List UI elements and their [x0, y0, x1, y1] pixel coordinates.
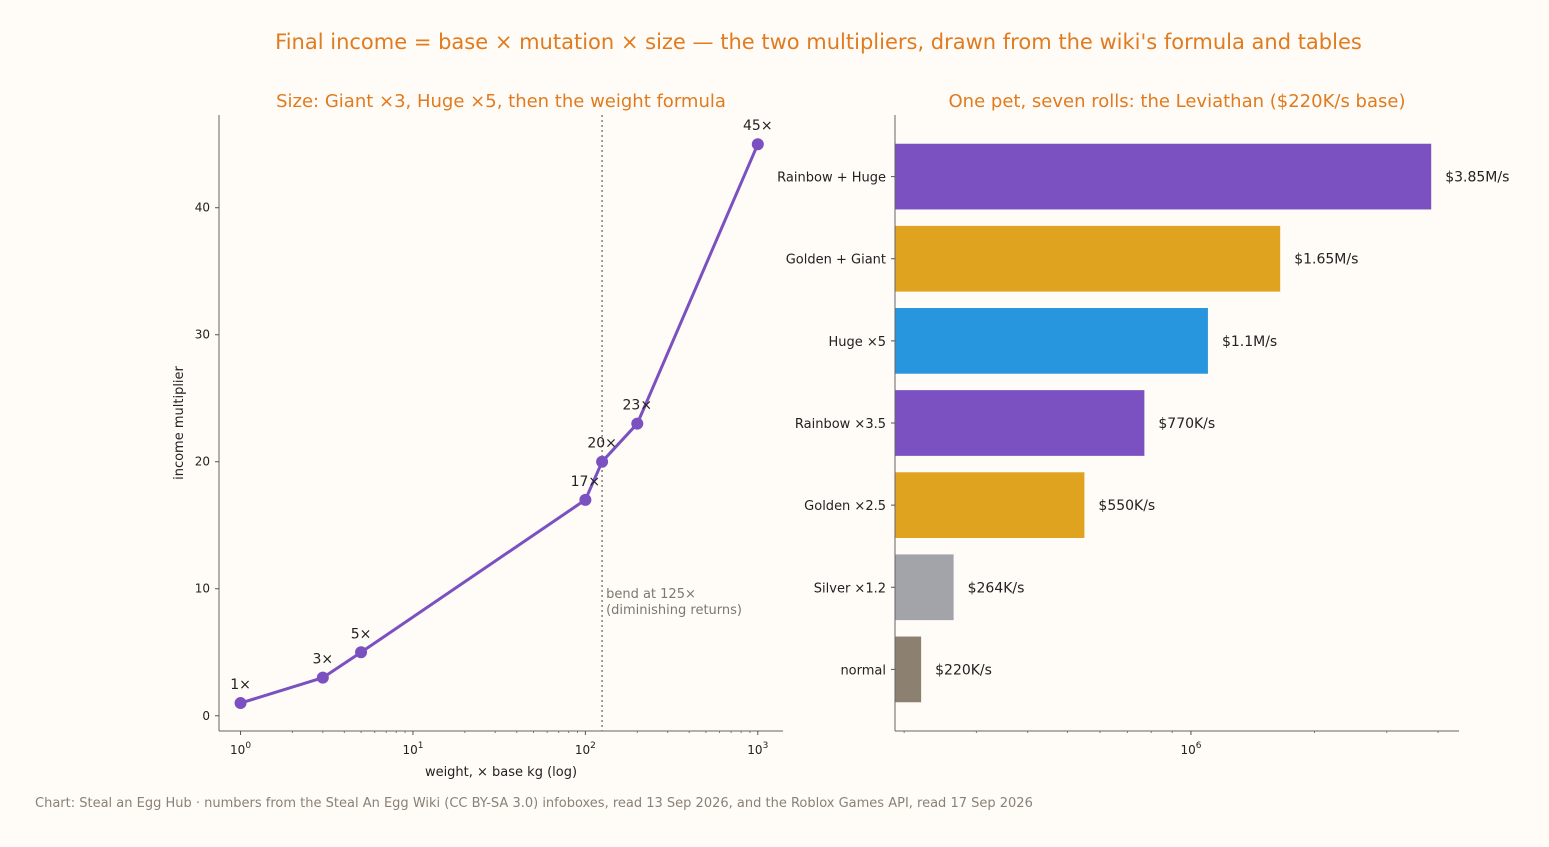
- bar-value-label: $3.85M/s: [1445, 170, 1509, 186]
- bar-value-label: $1.65M/s: [1294, 252, 1358, 268]
- category-label: Golden ×2.5: [804, 499, 886, 514]
- left-x-tick-label: 101: [402, 741, 423, 757]
- point-label: 5×: [351, 626, 372, 642]
- point-label: 23×: [623, 398, 653, 414]
- size-multiplier-line: [240, 143, 760, 705]
- left-y-axis-label: income multiplier: [172, 365, 187, 479]
- category-label: Golden + Giant: [786, 253, 886, 268]
- point-label: 45×: [743, 118, 773, 134]
- income-bar: [895, 308, 1208, 374]
- right-chart-title: One pet, seven rolls: the Leviathan ($22…: [949, 91, 1406, 112]
- income-bar: [895, 225, 1281, 292]
- leviathan-income-panel: One pet, seven rolls: the Leviathan ($22…: [777, 91, 1509, 757]
- category-label: Rainbow ×3.5: [795, 417, 886, 432]
- income-bar: [895, 636, 922, 703]
- income-bar: [895, 554, 954, 621]
- left-chart-title: Size: Giant ×3, Huge ×5, then the weight…: [276, 91, 726, 112]
- data-point: [596, 455, 609, 468]
- left-y-tick-label: 20: [195, 455, 210, 469]
- right-x-tick-label: 106: [1180, 741, 1201, 757]
- bar-value-label: $220K/s: [935, 662, 992, 678]
- point-label: 20×: [587, 436, 617, 452]
- left-x-axis-label: weight, × base kg (log): [425, 765, 577, 780]
- left-y-tick-label: 40: [195, 201, 210, 215]
- data-point: [316, 671, 329, 684]
- income-bar: [895, 472, 1085, 538]
- source-footnote: Chart: Steal an Egg Hub · numbers from t…: [35, 796, 1033, 811]
- income-bar: [895, 390, 1145, 456]
- category-label: Rainbow + Huge: [777, 171, 886, 186]
- left-x-tick-label: 103: [747, 741, 768, 757]
- point-label: 3×: [312, 652, 333, 668]
- left-y-tick-label: 10: [195, 582, 210, 596]
- size-multiplier-panel: Size: Giant ×3, Huge ×5, then the weight…: [172, 91, 783, 780]
- data-point: [631, 417, 644, 430]
- data-point: [355, 646, 368, 659]
- data-point: [579, 493, 592, 506]
- data-point: [751, 138, 764, 151]
- category-label: Silver ×1.2: [814, 581, 886, 596]
- income-bar: [895, 143, 1432, 210]
- bar-value-label: $1.1M/s: [1222, 334, 1277, 350]
- left-x-tick-label: 102: [575, 741, 596, 757]
- data-point: [234, 697, 247, 710]
- bend-annotation-line2: (diminishing returns): [606, 603, 742, 618]
- left-y-tick-label: 0: [202, 709, 210, 723]
- category-label: normal: [840, 663, 886, 678]
- figure-title: Final income = base × mutation × size — …: [275, 30, 1362, 54]
- bend-annotation-line1: bend at 125×: [606, 587, 696, 602]
- bar-value-label: $264K/s: [968, 580, 1025, 596]
- bar-value-label: $550K/s: [1098, 498, 1155, 514]
- point-label: 17×: [571, 474, 601, 490]
- left-x-tick-label: 100: [230, 741, 251, 757]
- bar-value-label: $770K/s: [1158, 416, 1215, 432]
- point-label: 1×: [230, 677, 251, 693]
- left-y-tick-label: 30: [195, 328, 210, 342]
- category-label: Huge ×5: [828, 335, 886, 350]
